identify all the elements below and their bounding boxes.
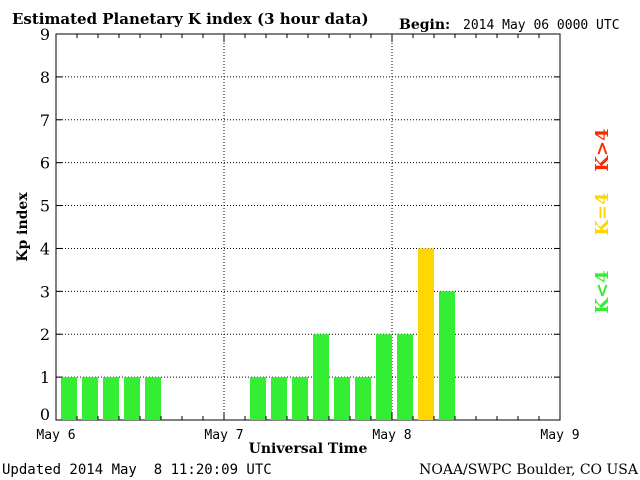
x-tick-label: May 7 — [204, 428, 243, 443]
kp-bar — [271, 377, 287, 420]
y-tick-label: 2 — [40, 325, 50, 344]
bars — [61, 248, 455, 420]
legend-k-less-4: K<4 — [592, 270, 613, 313]
x-axis-label: Universal Time — [249, 441, 368, 457]
kp-bar — [397, 334, 413, 420]
kp-bar — [82, 377, 98, 420]
y-tick-label: 8 — [40, 68, 50, 87]
legend-k-greater-4: K>4 — [592, 128, 613, 171]
y-tick-label: 7 — [40, 111, 50, 130]
chart-title: Estimated Planetary K index (3 hour data… — [12, 10, 369, 28]
kp-bar — [439, 291, 455, 420]
x-axis-ticks: May 6 May 7 May 8 May 9 — [36, 34, 580, 443]
y-tick-label: 1 — [40, 368, 50, 387]
grid-lines — [56, 34, 560, 420]
kp-bar — [61, 377, 77, 420]
y-tick-label: 5 — [40, 197, 50, 216]
legend-k-equal-4: K=4 — [592, 192, 613, 235]
begin-label: Begin: — [399, 17, 450, 33]
y-tick-label: 4 — [40, 239, 50, 258]
x-tick-label: May 6 — [36, 428, 75, 443]
kp-bar — [250, 377, 266, 420]
kp-bar — [355, 377, 371, 420]
begin-value: 2014 May 06 0000 UTC — [463, 18, 620, 33]
y-axis-ticks: 0 1 2 3 4 5 6 7 8 9 — [40, 25, 560, 424]
y-axis-label: Kp index — [15, 192, 31, 262]
x-tick-label: May 9 — [540, 428, 579, 443]
y-tick-label: 6 — [40, 154, 50, 173]
updated-timestamp: Updated 2014 May 8 11:20:09 UTC — [2, 462, 272, 478]
kp-bar — [103, 377, 119, 420]
kp-bar — [313, 334, 329, 420]
plot-frame — [55, 33, 561, 421]
y-tick-label: 3 — [40, 282, 50, 301]
kp-bar — [376, 334, 392, 420]
y-tick-label: 0 — [40, 405, 50, 424]
source-credit: NOAA/SWPC Boulder, CO USA — [419, 462, 639, 478]
kp-bar — [145, 377, 161, 420]
y-tick-label: 9 — [40, 25, 50, 44]
kp-bar — [124, 377, 140, 420]
kp-bar — [334, 377, 350, 420]
kp-bar — [418, 248, 434, 420]
kp-bar — [292, 377, 308, 420]
x-tick-label: May 8 — [372, 428, 411, 443]
